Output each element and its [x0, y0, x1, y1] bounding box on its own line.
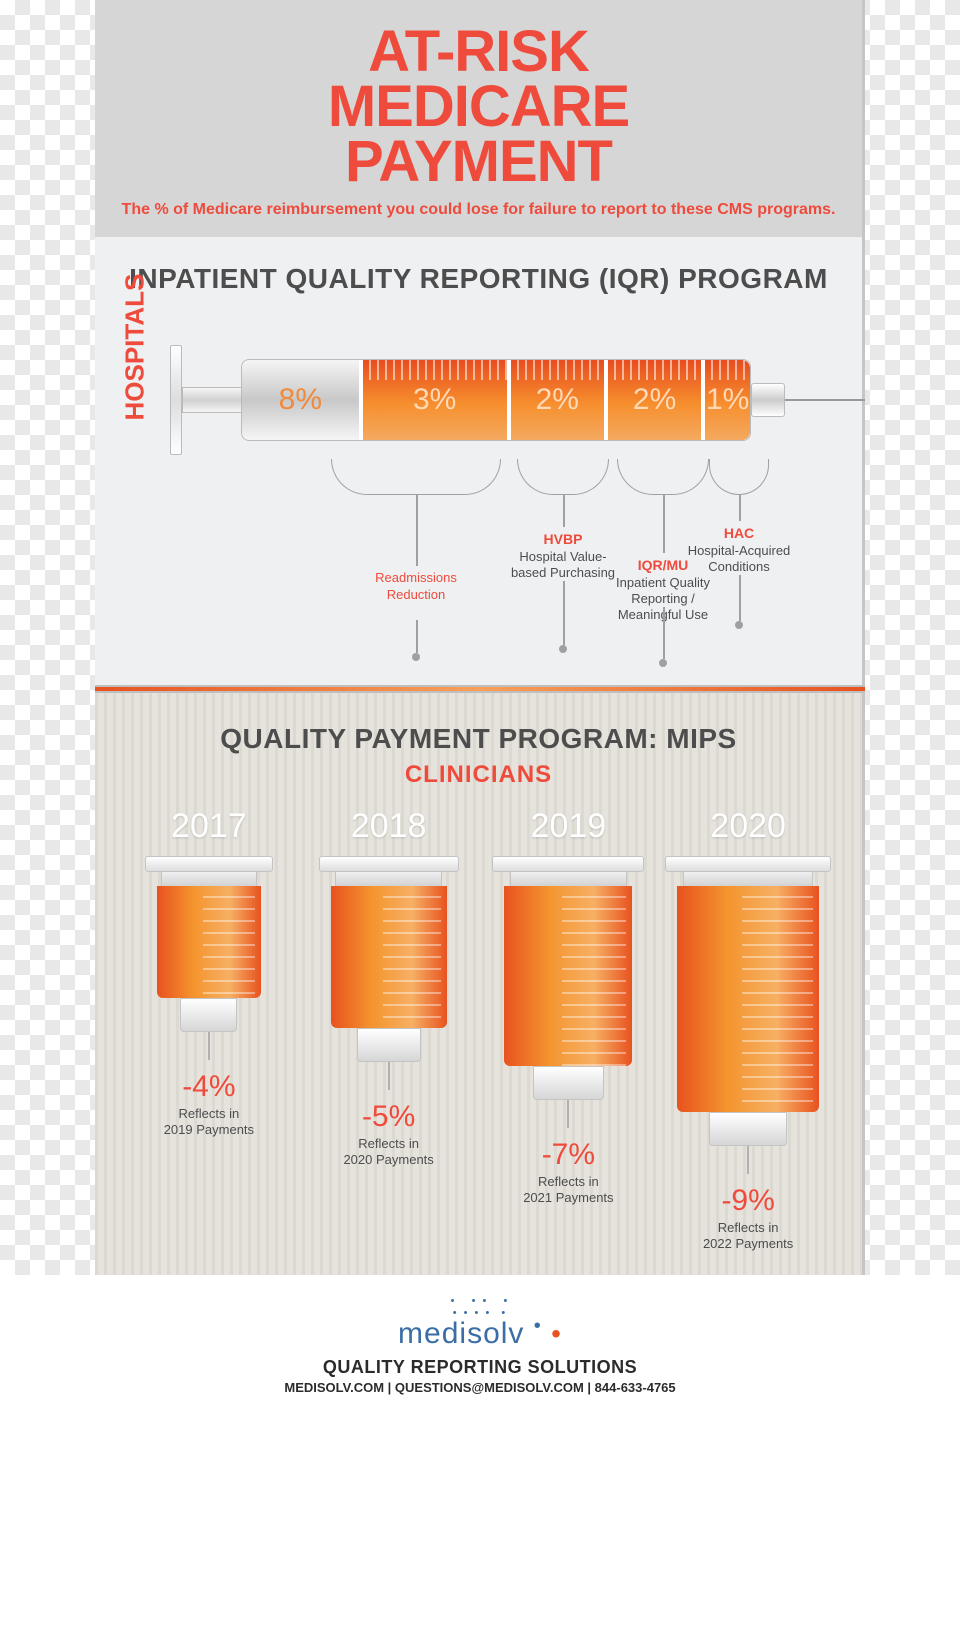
iqr-panel: INPATIENT QUALITY REPORTING (IQR) PROGRA…	[95, 237, 865, 685]
subtitle: The % of Medicare reimbursement you coul…	[115, 201, 842, 219]
vial-body	[157, 886, 261, 998]
callout-bracket	[617, 459, 709, 495]
section-divider	[95, 685, 865, 693]
vial-pin	[747, 1146, 749, 1174]
brand-text: medisolv	[398, 1317, 524, 1350]
vial-lip	[145, 856, 273, 872]
callout-line	[739, 575, 741, 621]
year-column: 2017 -4%Reflects in2019 Payments	[119, 807, 299, 1251]
mips-subtitle: CLINICIANS	[119, 761, 838, 789]
title-line-1: AT-RISK	[115, 24, 842, 79]
vial-graphic	[304, 856, 474, 1090]
vial-body	[677, 886, 819, 1112]
year-label: 2020	[710, 807, 786, 846]
year-percent: -7%	[542, 1138, 595, 1172]
syringe-segment: 1%	[701, 360, 750, 440]
footer-tagline: QUALITY REPORTING SOLUTIONS	[0, 1357, 960, 1378]
callout-text: HACHospital-Acquired Conditions	[674, 525, 804, 575]
year-label: 2017	[171, 807, 247, 846]
header-block: AT-RISK MEDICARE PAYMENT The % of Medica…	[95, 0, 865, 237]
footer-contact: MEDISOLV.COM | QUESTIONS@MEDISOLV.COM | …	[0, 1380, 960, 1395]
title-line-2: MEDICARE	[115, 79, 842, 134]
vial-neck	[510, 872, 628, 886]
logo-dots: • • • •• • • • •	[0, 1295, 960, 1319]
vial-pin	[388, 1062, 390, 1090]
callout-line	[563, 581, 565, 645]
year-percent: -9%	[721, 1184, 774, 1218]
syringe-graphic: 8% 3%2%2%1%	[155, 325, 842, 475]
callout-dot	[412, 653, 420, 661]
vial-neck	[335, 872, 442, 886]
syringe-segment: 2%	[507, 360, 604, 440]
year-reflects: Reflects in2019 Payments	[164, 1106, 254, 1137]
syringe-segment: 2%	[604, 360, 701, 440]
callout-line	[416, 495, 418, 566]
syringe-plunger-cap	[170, 345, 182, 455]
vial-pin	[567, 1100, 569, 1128]
total-percent: 8%	[242, 360, 359, 440]
hospitals-label: HOSPITALS	[120, 380, 151, 420]
vial-neck	[683, 872, 814, 886]
mips-title: QUALITY PAYMENT PROGRAM: MIPS	[119, 723, 838, 755]
iqr-title: INPATIENT QUALITY REPORTING (IQR) PROGRA…	[115, 263, 842, 295]
vial-lip	[492, 856, 644, 872]
year-column: 2019 -7%Reflects in2021 Payments	[479, 807, 659, 1251]
callout-line	[416, 620, 418, 653]
footer: • • • •• • • • • medisolv • • QUALITY RE…	[0, 1275, 960, 1407]
callout-bracket	[517, 459, 609, 495]
mips-panel: QUALITY PAYMENT PROGRAM: MIPS CLINICIANS…	[95, 693, 865, 1275]
year-reflects: Reflects in2021 Payments	[523, 1174, 613, 1205]
vial-lip	[665, 856, 831, 872]
vial-foot	[709, 1112, 787, 1146]
vial-foot	[533, 1066, 603, 1100]
callout-line	[739, 495, 741, 521]
year-reflects: Reflects in2022 Payments	[703, 1220, 793, 1251]
title-line-3: PAYMENT	[115, 134, 842, 189]
callout-line	[663, 495, 665, 553]
vial-lip	[319, 856, 459, 872]
vial-body	[504, 886, 632, 1066]
callout-bracket	[331, 459, 501, 495]
vial-neck	[161, 872, 257, 886]
vial-pin	[208, 1032, 210, 1060]
vial-foot	[357, 1028, 421, 1062]
callout-text: Readmissions Reduction	[356, 570, 476, 603]
syringe-needle	[785, 399, 865, 401]
brand-logo: • • • •• • • • • medisolv • •	[0, 1295, 960, 1351]
callout-line	[563, 495, 565, 527]
syringe-plunger-rod	[182, 387, 242, 413]
vial-foot	[180, 998, 237, 1032]
callout-line	[663, 607, 665, 659]
year-percent: -5%	[362, 1100, 415, 1134]
vial-graphic	[124, 856, 294, 1060]
vial-graphic	[483, 856, 653, 1128]
callout-dot	[735, 621, 743, 629]
callout-dot	[559, 645, 567, 653]
syringe-tip	[751, 383, 785, 417]
year-percent: -4%	[182, 1070, 235, 1104]
syringe-callouts: Readmissions ReductionHVBPHospital Value…	[155, 475, 842, 675]
year-column: 2018 -5%Reflects in2020 Payments	[299, 807, 479, 1251]
callout-bracket	[709, 459, 769, 495]
year-label: 2019	[531, 807, 607, 846]
year-column: 2020 -9%Reflects in2022 Payments	[658, 807, 838, 1251]
syringe-barrel: 8% 3%2%2%1%	[241, 359, 751, 441]
syringe-segment: 3%	[359, 360, 507, 440]
callout-dot	[659, 659, 667, 667]
vial-body	[331, 886, 447, 1028]
year-label: 2018	[351, 807, 427, 846]
year-reflects: Reflects in2020 Payments	[343, 1136, 433, 1167]
vial-graphic	[663, 856, 833, 1174]
main-title: AT-RISK MEDICARE PAYMENT	[115, 24, 842, 189]
